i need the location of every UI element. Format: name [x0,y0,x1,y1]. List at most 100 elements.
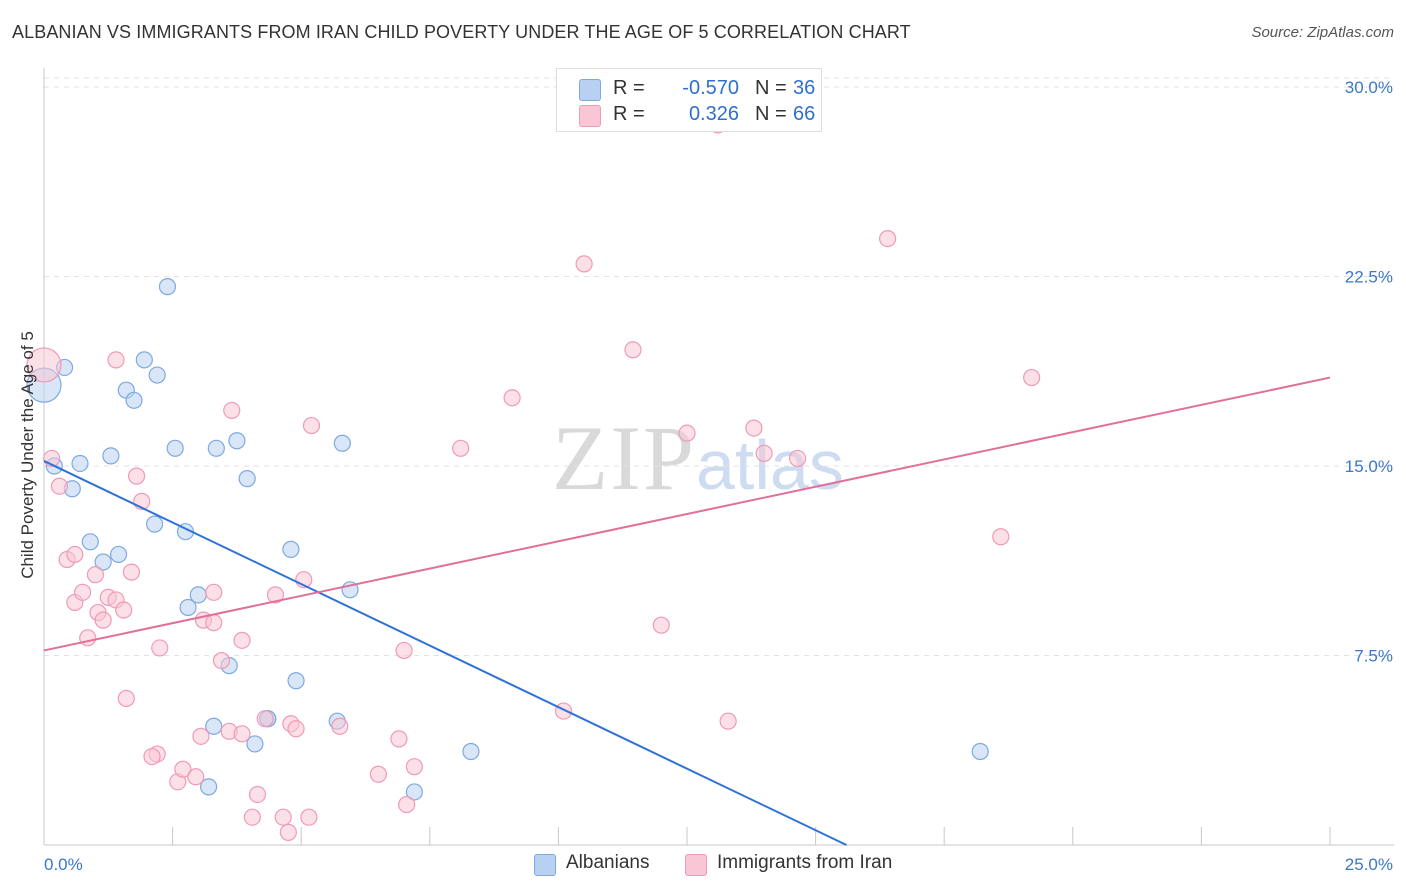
source-label: Source: ZipAtlas.com [1251,24,1394,41]
n-label: N = [755,103,787,125]
iran-point [390,730,408,748]
iran-point [86,566,105,584]
r-label: R = [613,103,645,125]
iran-point [369,765,387,783]
iran-point [192,727,210,745]
iran-point [174,760,192,778]
albanians-point [207,439,225,457]
r-value: 0.326 [688,103,739,125]
iran-point [788,449,807,468]
iran-point [879,230,897,248]
albanians-point [125,391,143,409]
albanians-point [282,540,300,558]
iran-point [302,416,321,435]
iran-point [73,583,92,601]
iran-point [274,808,292,826]
iran-point [66,545,84,564]
iran-point [223,401,241,420]
albanians-point [158,278,177,296]
iran-point [94,611,112,629]
iran-point [279,823,297,841]
n-label: N = [755,77,787,99]
iran-trend-line [43,376,1331,652]
albanians-point [238,470,256,488]
iran-point [115,601,133,619]
iran-point [575,255,593,273]
iran-point [233,725,251,743]
n-value: 36 [793,77,816,99]
albanians-point [333,434,351,452]
albanians-point [148,366,166,384]
iran-point [26,347,62,383]
iran-point [79,629,97,647]
albanians-point [71,454,89,473]
albanians-point [179,598,197,617]
albanians-point [462,742,480,761]
x-tick-label: 25.0% [1345,855,1393,874]
iran-point [398,795,416,814]
albanians-point [94,553,112,571]
albanians-point [81,533,99,551]
iran-swatch [579,105,601,127]
iran-point [256,710,274,728]
albanians-point [287,672,305,690]
legend-label-albanians: Albanians [566,852,650,873]
iran-point [678,424,696,442]
albanians-point [971,742,989,761]
albanians-point [166,439,184,457]
legend-label-iran: Immigrants from Iran [717,852,893,873]
watermark-atlas: atlas [696,426,844,504]
n-value: 66 [793,103,816,125]
iran-point [652,616,670,634]
iran-point [719,712,737,730]
iran-point [205,583,223,601]
iran-point [143,747,161,766]
albanians-legend-swatch [534,854,556,876]
iran-point [300,808,318,826]
iran-point [1023,368,1041,387]
albanians-point [102,447,120,465]
albanians-point [246,735,264,753]
r-label: R = [613,77,645,99]
iran-point [50,477,69,495]
iran-point [212,651,231,670]
iran-point [117,689,135,708]
iran-point [745,419,763,437]
albanians-trend-line [43,460,847,846]
iran-point [755,444,773,462]
iran-point [266,586,285,604]
iran-point [331,717,349,735]
iran-legend-swatch [685,854,707,876]
iran-point [205,614,223,632]
y-tick-label: 7.5% [1354,647,1393,666]
iran-point [624,341,642,359]
stats-legend: R = -0.570 N = 36 R = 0.326 N = 66 [556,68,822,132]
iran-point [287,720,305,738]
iran-point [127,467,146,485]
iran-point [122,563,141,581]
albanians-point [135,351,153,369]
albanians-point [145,515,164,533]
albanians-point [109,545,128,564]
iran-point [503,389,521,407]
iran-point [248,785,267,804]
iran-point [243,808,261,826]
iran-point [405,758,423,776]
iran-point [233,631,251,649]
watermark: ZIPatlas [552,405,844,511]
albanians-point [405,783,423,801]
iran-point [554,702,573,720]
watermark-zip: ZIP [552,407,696,509]
iran-point [187,768,205,786]
albanians-point [228,432,246,450]
albanians-swatch [579,79,601,101]
iran-point [992,528,1010,546]
iran-point [151,639,169,657]
iran-point [452,439,470,457]
chart-title: ALBANIAN VS IMMIGRANTS FROM IRAN CHILD P… [12,22,911,42]
x-tick-label: 0.0% [44,855,83,874]
y-axis-label: Child Poverty Under the Age of 5 [18,331,37,579]
albanians-point [200,778,218,796]
y-tick-label: 15.0% [1345,457,1393,476]
